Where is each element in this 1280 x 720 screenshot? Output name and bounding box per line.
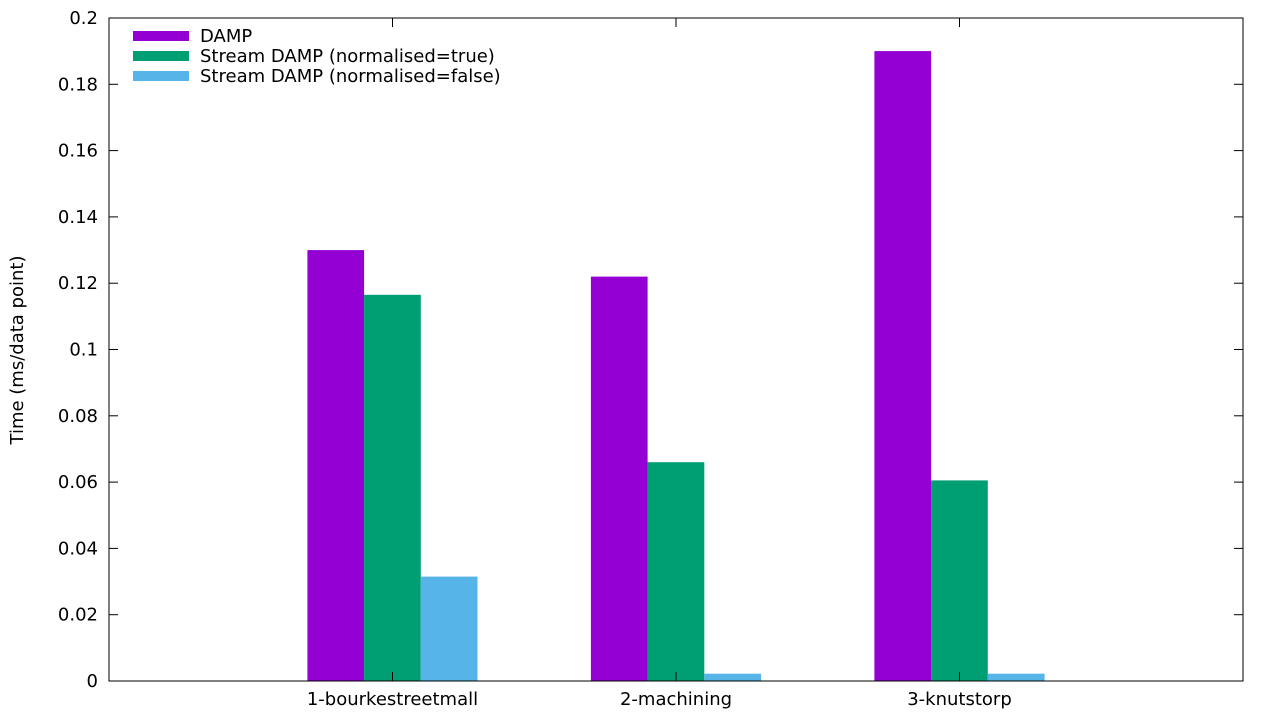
legend-swatch-1 <box>133 31 189 41</box>
bar-1-3 <box>874 51 932 682</box>
bar-1-1 <box>307 250 365 681</box>
bar-3-3 <box>987 673 1045 681</box>
bar-3-2 <box>704 673 762 681</box>
bar-2-3 <box>931 480 988 681</box>
y-tick-label: 0.2 <box>69 8 98 29</box>
y-axis-label: Time (ms/data point) <box>7 256 28 446</box>
y-tick-label: 0.06 <box>58 472 98 493</box>
y-tick-label: 0 <box>87 671 98 692</box>
y-tick-label: 0.18 <box>58 74 98 95</box>
y-tick-label: 0.16 <box>58 141 98 162</box>
bars-layer <box>307 51 1045 682</box>
x-tick-label: 2-machining <box>620 689 732 710</box>
y-tick-label: 0.02 <box>58 605 98 626</box>
y-tick-label: 0.08 <box>58 406 98 427</box>
bar-1-2 <box>590 276 648 681</box>
y-tick-label: 0.14 <box>58 207 98 228</box>
bar-2-1 <box>364 294 421 681</box>
bar-3-1 <box>420 576 478 681</box>
y-tick-label: 0.1 <box>69 340 98 361</box>
legend-swatch-2 <box>133 51 189 61</box>
legend-label-2: Stream DAMP (normalised=true) <box>200 46 495 67</box>
y-tick-label: 0.04 <box>58 538 98 559</box>
legend-label-3: Stream DAMP (normalised=false) <box>200 66 501 87</box>
x-tick-label: 1-bourkestreetmall <box>307 689 478 710</box>
axes-layer: 0 0.02 0.04 0.06 0.08 0.1 0.12 0.14 0.16 0.18 0.2 1… <box>58 8 1244 710</box>
bar-2-2 <box>647 462 705 681</box>
x-tick-label: 3-knutstorp <box>907 689 1012 710</box>
legend-label-1: DAMP <box>200 26 252 47</box>
legend-swatch-3 <box>133 71 189 81</box>
y-tick-label: 0.12 <box>58 273 98 294</box>
